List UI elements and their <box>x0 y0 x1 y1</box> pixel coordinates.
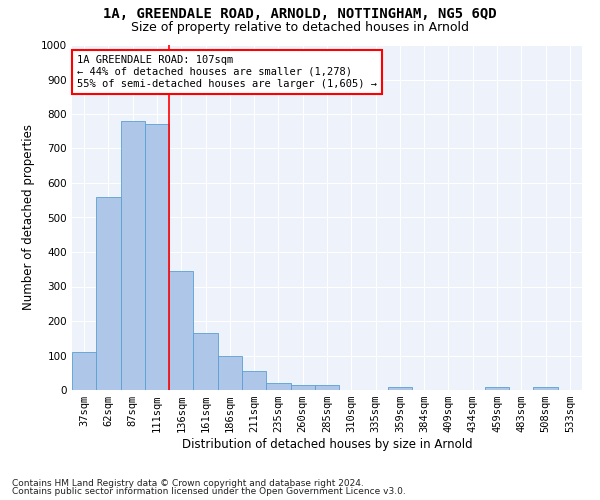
Bar <box>72 352 96 390</box>
Bar <box>145 124 169 390</box>
Bar <box>121 121 145 390</box>
Text: 1A GREENDALE ROAD: 107sqm
← 44% of detached houses are smaller (1,278)
55% of se: 1A GREENDALE ROAD: 107sqm ← 44% of detac… <box>77 56 377 88</box>
Text: Contains HM Land Registry data © Crown copyright and database right 2024.: Contains HM Land Registry data © Crown c… <box>12 478 364 488</box>
Bar <box>533 387 558 390</box>
Bar <box>96 197 121 390</box>
Bar <box>193 333 218 390</box>
Bar <box>242 371 266 390</box>
Text: Size of property relative to detached houses in Arnold: Size of property relative to detached ho… <box>131 21 469 34</box>
Bar <box>315 385 339 390</box>
Bar <box>290 385 315 390</box>
X-axis label: Distribution of detached houses by size in Arnold: Distribution of detached houses by size … <box>182 438 472 451</box>
Bar <box>218 356 242 390</box>
Bar <box>169 271 193 390</box>
Bar <box>388 386 412 390</box>
Text: Contains public sector information licensed under the Open Government Licence v3: Contains public sector information licen… <box>12 487 406 496</box>
Y-axis label: Number of detached properties: Number of detached properties <box>22 124 35 310</box>
Bar <box>266 383 290 390</box>
Text: 1A, GREENDALE ROAD, ARNOLD, NOTTINGHAM, NG5 6QD: 1A, GREENDALE ROAD, ARNOLD, NOTTINGHAM, … <box>103 8 497 22</box>
Bar <box>485 387 509 390</box>
